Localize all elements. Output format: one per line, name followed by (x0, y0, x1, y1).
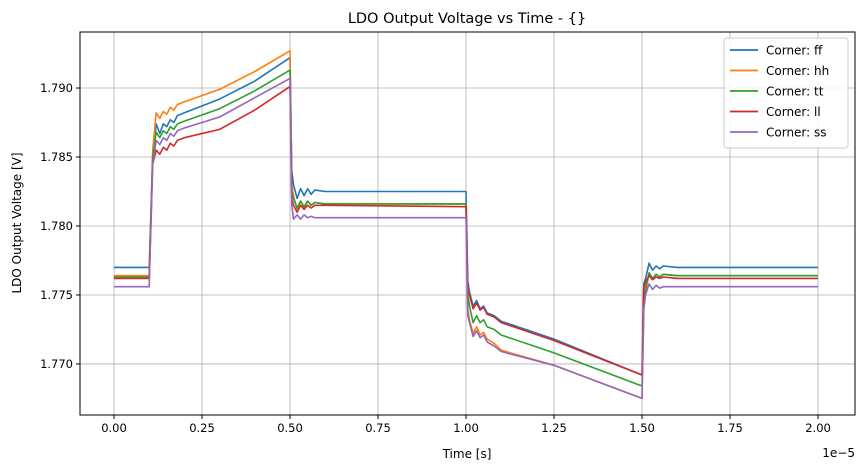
x-tick-label: 1.25 (541, 421, 567, 435)
chart-title: LDO Output Voltage vs Time - {} (348, 11, 586, 27)
y-tick-label: 1.790 (40, 81, 73, 95)
x-tick-label: 0.75 (365, 421, 391, 435)
legend: Corner: ff Corner: hh Corner: tt Corner: ll… (723, 37, 849, 149)
x-tick-label: 0.00 (101, 421, 127, 435)
x-tick-label: 1.75 (717, 421, 743, 435)
legend-entry: Corner: hh (766, 64, 829, 78)
legend-entry: Corner: ff (766, 44, 823, 58)
series-lines (114, 49, 818, 400)
y-axis-label: LDO Output Voltage [V] (10, 152, 24, 293)
x-tick-label: 0.50 (277, 421, 303, 435)
x-tick-label: 0.25 (189, 421, 215, 435)
legend-entry: Corner: ll (766, 105, 821, 119)
x-offset-label: 1e−5 (822, 446, 855, 460)
plot-frame (79, 31, 856, 416)
series-line-corner--tt (114, 69, 818, 387)
y-tick-label: 1.780 (40, 219, 73, 233)
x-tick-label: 1.00 (453, 421, 479, 435)
x-axis-label: Time [s] (442, 447, 492, 461)
legend-entry: Corner: ss (766, 126, 827, 140)
axis-ticks: 0.00 0.25 0.50 0.75 1.00 1.25 1.50 1.75 2.00 1.77… (40, 81, 831, 435)
series-line-corner--ll (114, 85, 818, 376)
legend-box (723, 37, 849, 149)
x-tick-label: 1.50 (629, 421, 655, 435)
y-tick-label: 1.785 (40, 150, 73, 164)
y-tick-label: 1.775 (40, 288, 73, 302)
series-line-corner--ff (114, 56, 818, 376)
series-line-corner--ss (114, 77, 818, 400)
x-tick-label: 2.00 (805, 421, 831, 435)
y-tick-label: 1.770 (40, 357, 73, 371)
legend-entry: Corner: tt (766, 85, 824, 99)
